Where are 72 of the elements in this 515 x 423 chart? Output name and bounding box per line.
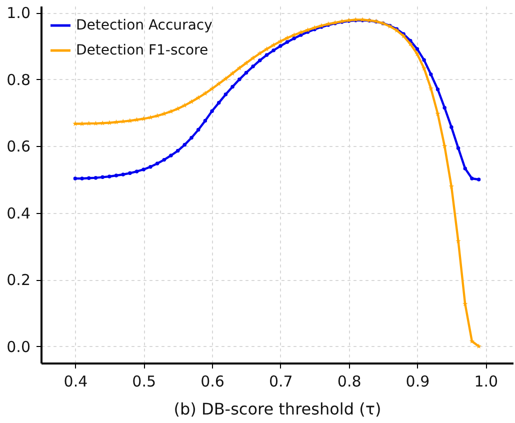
- point: [176, 148, 180, 153]
- point: [190, 136, 194, 140]
- point: [202, 90, 208, 96]
- point: [162, 158, 166, 162]
- point: [224, 92, 228, 96]
- point: [142, 168, 146, 172]
- point: [169, 154, 173, 158]
- point: [463, 166, 467, 170]
- y-tick-label: 0.6: [6, 138, 30, 156]
- point: [148, 164, 152, 169]
- point: [80, 176, 84, 180]
- point: [450, 125, 454, 129]
- x-tick-label: 1.0: [474, 372, 498, 390]
- y-tick-label: 0.4: [6, 204, 30, 222]
- point: [244, 70, 248, 75]
- point: [285, 40, 290, 44]
- point: [73, 176, 78, 180]
- point: [121, 172, 125, 176]
- point: [210, 109, 214, 113]
- point: [250, 55, 256, 60]
- x-tick-label: 0.9: [406, 372, 430, 390]
- point: [429, 72, 433, 76]
- point: [108, 174, 112, 178]
- point: [230, 84, 234, 89]
- point: [292, 36, 296, 40]
- point: [408, 41, 413, 46]
- point: [244, 60, 249, 66]
- point: [87, 176, 91, 180]
- point: [94, 176, 98, 180]
- point: [182, 142, 187, 147]
- point: [258, 58, 262, 62]
- y-tick-label: 1.0: [6, 4, 30, 22]
- y-tick-label: 0.8: [6, 70, 30, 89]
- point: [203, 118, 208, 123]
- point: [414, 51, 420, 56]
- point: [436, 88, 440, 92]
- x-axis-title: (b) DB-score threshold (τ): [174, 400, 382, 418]
- x-tick-label: 0.8: [337, 372, 362, 390]
- point: [128, 171, 132, 176]
- point: [251, 64, 255, 68]
- legend-label: Detection F1-score: [76, 42, 208, 58]
- x-tick-label: 0.7: [268, 372, 293, 390]
- y-tick-label: 0.0: [6, 338, 30, 356]
- legend-label: Detection Accuracy: [76, 18, 212, 34]
- point: [476, 344, 482, 349]
- point: [470, 176, 474, 180]
- point: [428, 86, 434, 91]
- point: [421, 66, 427, 71]
- point: [476, 178, 481, 182]
- point: [422, 58, 426, 62]
- point: [216, 100, 221, 105]
- point: [272, 48, 276, 52]
- point: [196, 128, 200, 132]
- point: [238, 78, 242, 82]
- point: [415, 47, 420, 51]
- point: [400, 33, 406, 38]
- point: [264, 53, 269, 57]
- x-tick-label: 0.6: [200, 372, 224, 390]
- point: [72, 121, 78, 126]
- point: [223, 76, 228, 81]
- point: [100, 175, 104, 180]
- point: [134, 170, 139, 174]
- point: [114, 174, 118, 178]
- y-tick-label: 0.2: [6, 271, 30, 290]
- point: [216, 81, 222, 86]
- point: [155, 162, 160, 166]
- x-tick-label: 0.5: [132, 372, 156, 390]
- point: [230, 70, 236, 76]
- point: [278, 44, 282, 48]
- point: [442, 106, 446, 110]
- point: [456, 146, 460, 150]
- x-tick-label: 0.4: [64, 372, 88, 390]
